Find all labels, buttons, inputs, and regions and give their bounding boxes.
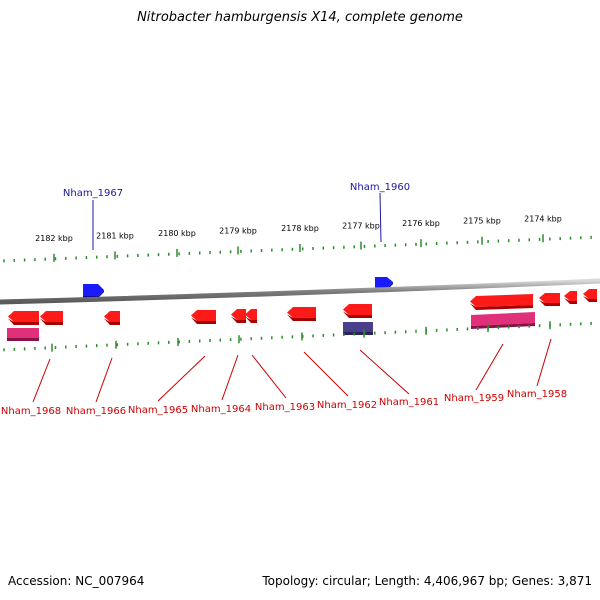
- other-feature-nham-1961[interactable]: [343, 322, 373, 335]
- genome-backbone: [0, 278, 600, 305]
- gene-label-nham-1968[interactable]: Nham_1968: [1, 406, 61, 417]
- lower-gene-labels: Nham_1968 Nham_1966 Nham_1965 Nham_1964 …: [1, 389, 567, 417]
- genome-title: Nitrobacter hamburgensis X14, complete g…: [137, 10, 463, 25]
- ruler-tick-label: 2182 kbp: [35, 234, 73, 243]
- gene-nham-1966[interactable]: [104, 311, 120, 325]
- upper-ruler-labels: 2182 kbp 2181 kbp 2180 kbp 2179 kbp 2178 kbp…: [35, 214, 562, 243]
- upper-ruler-dots: [3, 235, 592, 263]
- upper-ruler-ticks: [53, 234, 544, 262]
- ruler-tick-label: 2179 kbp: [219, 226, 257, 235]
- gene-label-nham-1961[interactable]: Nham_1961: [379, 397, 439, 408]
- ruler-tick-label: 2176 kbp: [402, 219, 440, 228]
- ruler-tick-label: 2178 kbp: [281, 224, 319, 233]
- label-leader-line: [303, 351, 349, 397]
- label-leader-nham-1960: [379, 192, 382, 243]
- gene-nham-1968[interactable]: [8, 311, 39, 325]
- ruler-tick-label: 2181 kbp: [96, 231, 134, 240]
- upper-gene-labels: Nham_1967 Nham_1960: [63, 182, 410, 250]
- gene-label-nham-1959[interactable]: Nham_1959: [444, 393, 504, 404]
- label-leader-line: [95, 357, 113, 403]
- gene-nham-1967[interactable]: [83, 284, 104, 298]
- gene-label-nham-1963[interactable]: Nham_1963: [255, 402, 315, 413]
- label-leader-line: [32, 358, 51, 403]
- gene-label-nham-1967[interactable]: Nham_1967: [63, 188, 123, 199]
- label-leader-line: [359, 349, 410, 395]
- gene-nham-1961[interactable]: [343, 304, 372, 318]
- gene-label-nham-1958[interactable]: Nham_1958: [507, 389, 567, 400]
- lower-ruler-ticks: [51, 321, 551, 352]
- rna-feature-nham-1968[interactable]: [7, 328, 39, 341]
- gene-nham-1962[interactable]: [287, 307, 316, 321]
- lower-label-leaders: [32, 338, 552, 403]
- gene-nham-1958-c[interactable]: [583, 289, 597, 302]
- ruler-tick-label: 2177 kbp: [342, 222, 380, 231]
- gene-nham-1958-b[interactable]: [564, 291, 577, 304]
- ruler-tick-label: 2180 kbp: [158, 229, 196, 238]
- rna-feature-nham-1959[interactable]: [471, 312, 535, 329]
- gene-nham-1958[interactable]: [539, 293, 560, 306]
- accession-text: Accession: NC_007964: [8, 574, 145, 588]
- gene-label-nham-1960[interactable]: Nham_1960: [350, 182, 410, 193]
- gene-nham-1963[interactable]: [245, 309, 257, 323]
- gene-label-nham-1965[interactable]: Nham_1965: [128, 405, 188, 416]
- gene-label-nham-1962[interactable]: Nham_1962: [317, 400, 377, 411]
- label-leader-line: [536, 338, 552, 387]
- genome-summary-text: Topology: circular; Length: 4,406,967 bp…: [262, 574, 592, 588]
- gene-label-nham-1966[interactable]: Nham_1966: [66, 406, 126, 417]
- gene-nham-1965[interactable]: [191, 310, 216, 324]
- rna-features: [7, 312, 535, 341]
- label-leader-line: [475, 343, 504, 391]
- gene-nham-1959[interactable]: [470, 294, 533, 310]
- label-leader-line: [157, 355, 206, 402]
- gene-nham-1964[interactable]: [231, 309, 246, 323]
- ruler-tick-label: 2174 kbp: [524, 214, 562, 223]
- ruler-tick-label: 2175 kbp: [463, 217, 501, 226]
- forward-strand-genes: [83, 277, 393, 298]
- gene-label-nham-1964[interactable]: Nham_1964: [191, 404, 251, 415]
- label-leader-line: [251, 354, 287, 399]
- reverse-strand-genes: [8, 289, 597, 325]
- label-leader-line: [221, 354, 239, 401]
- gene-nham-1968-b[interactable]: [40, 311, 63, 325]
